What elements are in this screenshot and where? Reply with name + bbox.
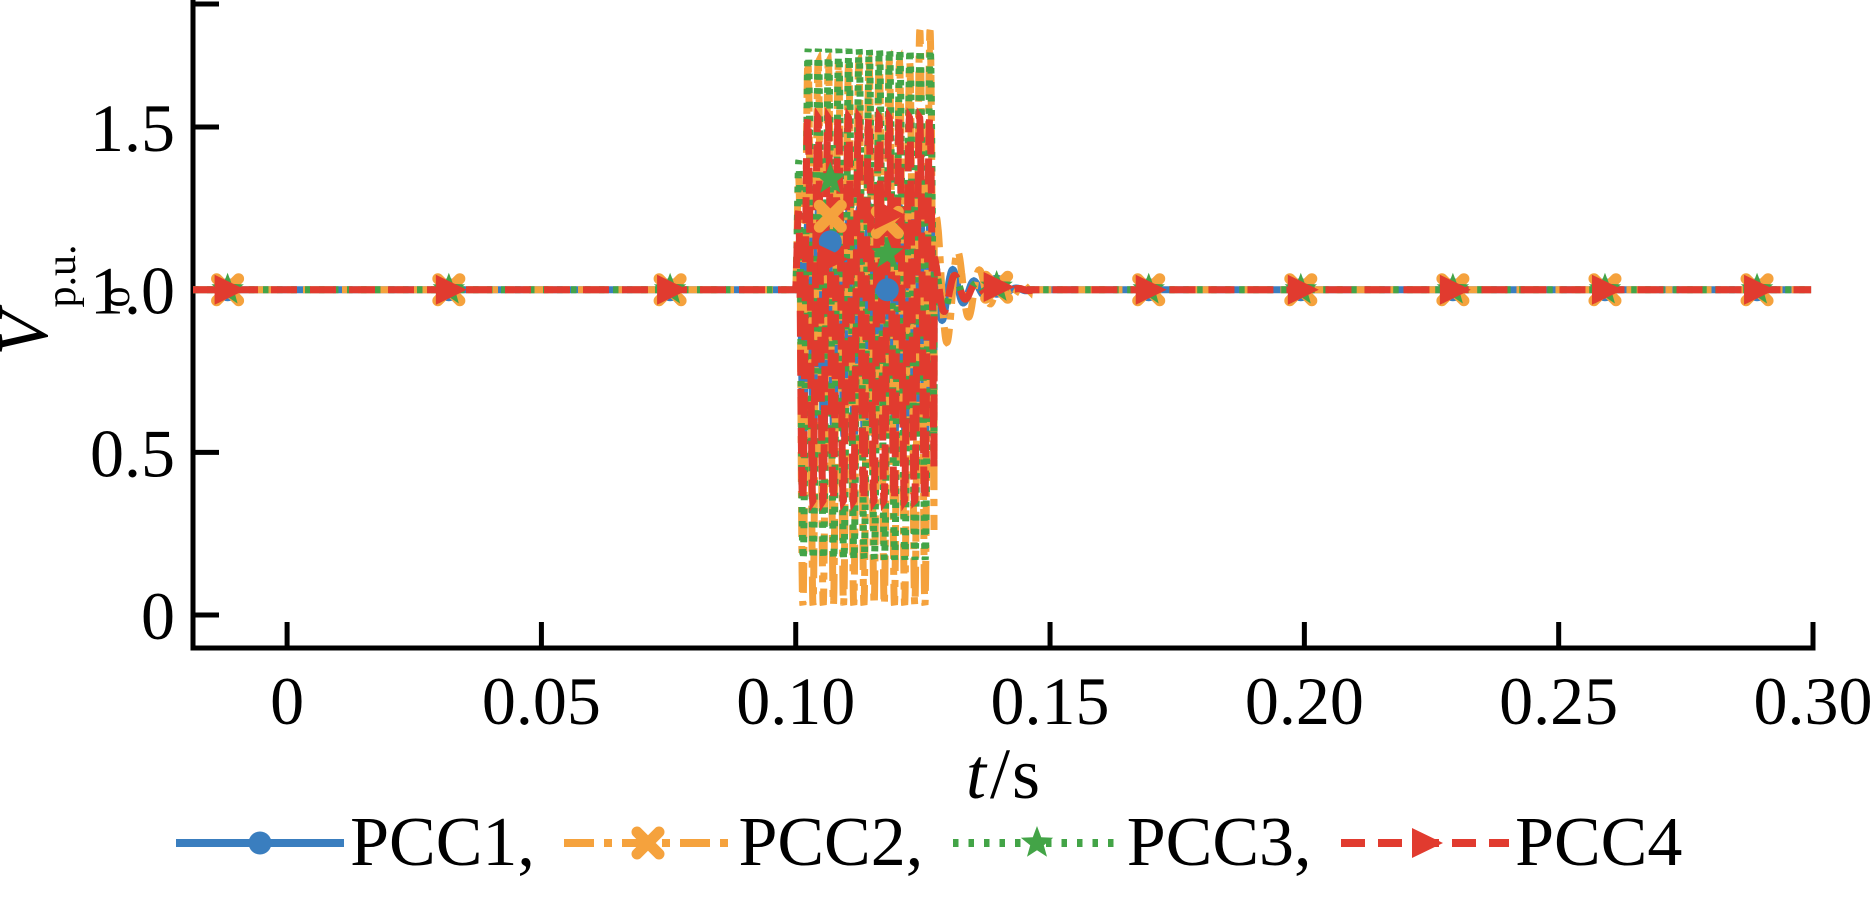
triangle-right-marker-icon [1439, 274, 1471, 305]
legend-sample-solid [176, 831, 345, 855]
legend-sample-dash-dot [564, 826, 733, 860]
legend-sample-dotted [952, 826, 1121, 857]
y-tick-label: 0 [141, 578, 175, 654]
y-tick-label: 0.5 [90, 415, 175, 491]
legend-sample-dashed [1341, 828, 1510, 858]
triangle-right-marker-icon [1412, 828, 1444, 858]
triangle-right-marker-icon [983, 272, 1015, 303]
triangle-right-marker-icon [874, 199, 906, 230]
x-tick-label: 0.10 [736, 663, 855, 739]
legend-label-pcc4: PCC4 [1515, 804, 1700, 881]
x-label-unit: s [1012, 734, 1041, 814]
series-line-pcc2 [193, 29, 1812, 607]
x-tick-label: 0 [270, 663, 304, 739]
y-label-scripts: p.u. o [39, 244, 139, 308]
x-tick-label: 0.25 [1499, 663, 1618, 739]
legend-item-pcc1: PCC1, [174, 808, 552, 878]
x-label-variable: t [965, 734, 986, 814]
legend-item-pcc4: PCC4 [1339, 808, 1700, 878]
x-tick-label: 0.30 [1754, 663, 1873, 739]
y-label-variable: V [0, 312, 63, 356]
legend-label-pcc2: PCC2, [738, 804, 941, 881]
triangle-right-marker-icon [1287, 274, 1319, 305]
legend-label-pcc3: PCC3, [1126, 804, 1330, 881]
triangle-right-marker-icon [214, 274, 246, 305]
circle-marker-icon [875, 278, 899, 302]
x-marker-icon [631, 826, 665, 860]
series-line-pcc1 [193, 197, 1812, 437]
triangle-right-marker-icon [817, 244, 849, 275]
x-tick-label: 0.15 [991, 663, 1110, 739]
x-marker-icon [813, 199, 847, 233]
y-label-subscript: o [93, 286, 139, 308]
triangle-right-marker-icon [435, 274, 467, 305]
legend-label-pcc1: PCC1, [350, 804, 553, 881]
triangle-right-marker-icon [1135, 274, 1167, 305]
star-marker-icon [1020, 826, 1053, 857]
triangle-right-marker-icon [1744, 274, 1776, 305]
circle-marker-icon [248, 831, 272, 855]
x-tick-label: 0.05 [482, 663, 601, 739]
legend-item-pcc2: PCC2, [562, 808, 940, 878]
star-marker-icon [814, 161, 847, 193]
y-tick-label: 1.0 [90, 253, 175, 329]
legend: PCC1, PCC2, PCC3, PCC4 [0, 808, 1874, 878]
x-tick-label: 0.20 [1245, 663, 1364, 739]
legend-item-pcc3: PCC3, [951, 808, 1329, 878]
series-line-pcc4 [193, 107, 1812, 512]
y-tick-label: 1.5 [90, 90, 175, 166]
triangle-right-marker-icon [657, 274, 689, 305]
star-marker-icon [871, 236, 904, 268]
x-axis-label: t/s [966, 738, 1040, 810]
y-label-superscript: p.u. [39, 244, 85, 308]
x-label-separator: / [989, 734, 1010, 814]
triangle-right-marker-icon [1591, 274, 1623, 305]
y-axis-label: Vp.u. o [0, 244, 139, 356]
